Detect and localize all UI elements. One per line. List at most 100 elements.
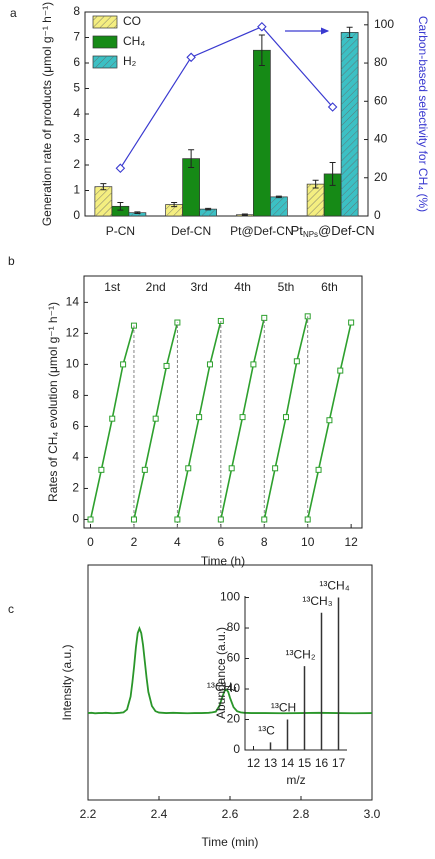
stem-label: ¹³CH [271, 701, 296, 715]
y-axis-title: Generation rate of products (μmol g⁻¹ h⁻… [40, 2, 54, 226]
x-tick-label: 2.8 [293, 807, 310, 821]
y-tick-label: 8 [72, 388, 79, 402]
data-line [87, 625, 373, 715]
panel-label: c [8, 602, 14, 616]
stem-label: ¹³C [258, 724, 275, 738]
data-marker [348, 319, 355, 326]
bar-hatch [199, 209, 217, 216]
selectivity-line [119, 25, 334, 169]
y-tick-label: 80 [227, 620, 241, 634]
x-tick-label: Def-CN [171, 224, 211, 238]
plot-frame [83, 275, 363, 529]
cycle-label: 3rd [190, 280, 207, 294]
data-marker [174, 516, 181, 523]
data-marker [282, 414, 289, 421]
data-marker [250, 361, 257, 368]
x-tick-label: 12 [247, 756, 261, 770]
legend-label: H₂ [123, 54, 137, 68]
legend-hatch [93, 16, 117, 28]
x-tick-label: 2.4 [151, 807, 168, 821]
data-marker [163, 362, 170, 369]
data-marker [315, 466, 322, 473]
stem-label: ¹³CH₄ [319, 579, 349, 593]
y-tick-label: 0 [73, 208, 80, 222]
data-line [89, 325, 135, 520]
data-marker [239, 414, 246, 421]
y-tick-label: 4 [72, 450, 79, 464]
error-bar [258, 34, 265, 67]
bar-hatch [341, 32, 359, 217]
x-tick-label: 14 [281, 756, 295, 770]
x-tick-label: 4 [174, 535, 181, 549]
error-bar [100, 183, 107, 191]
data-marker [293, 358, 300, 365]
legend-hatch [93, 56, 117, 68]
x-tick-label: 2.6 [222, 807, 239, 821]
y-tick-label: 6 [72, 419, 79, 433]
y-tick-label: 20 [227, 712, 241, 726]
data-marker [130, 516, 137, 523]
bar-hatch [165, 204, 183, 216]
x-axis-title: m/z [286, 773, 305, 787]
error-bar [134, 211, 141, 214]
category-part: @Def-CN [318, 223, 375, 238]
data-marker [206, 361, 213, 368]
category-part: Pt [291, 223, 304, 238]
error-bar [205, 207, 212, 211]
x-tick-label: 3.0 [364, 807, 381, 821]
cycle-label: 2nd [146, 280, 166, 294]
x-tick-label: 16 [315, 756, 329, 770]
x-tick-label: 10 [301, 535, 315, 549]
data-line [176, 320, 222, 520]
legend-label: CO [123, 14, 141, 28]
y-tick-label: 10 [66, 357, 80, 371]
selectivity-marker [186, 52, 196, 63]
y-tick-label: 0 [72, 512, 79, 526]
y2-axis-title: Carbon-based selectivity for CH₄ (%) [416, 16, 430, 212]
data-marker [261, 516, 268, 523]
error-bar [346, 26, 353, 38]
data-marker [217, 516, 224, 523]
y-tick-label: 7 [73, 30, 80, 44]
cycle-label: 6th [321, 280, 338, 294]
x-tick-label: PtNPs@Def-CN [291, 223, 375, 239]
panel-label: b [8, 254, 15, 268]
x-tick-label: 8 [261, 535, 268, 549]
peak-annotation: ¹³CH₄ [207, 680, 237, 694]
x-axis-title: Time (min) [202, 835, 259, 849]
x-tick-label: 6 [217, 535, 224, 549]
data-marker [152, 415, 159, 422]
data-marker [304, 516, 311, 523]
y-tick-label: 12 [66, 326, 80, 340]
data-marker [141, 466, 148, 473]
data-marker [196, 414, 203, 421]
cycle-label: 5th [278, 280, 295, 294]
x-axis-title: Time (h) [201, 554, 245, 568]
y-tick-label: 0 [374, 208, 381, 222]
data-marker [228, 465, 235, 472]
x-tick-label: 13 [264, 756, 278, 770]
selectivity-marker [327, 102, 338, 112]
y-tick-label: 8 [73, 4, 80, 18]
category-part: NPs [303, 230, 318, 239]
x-tick-label: 12 [344, 535, 358, 549]
error-bar [117, 201, 124, 211]
y-tick-label: 2 [73, 157, 80, 171]
error-bar [188, 149, 195, 169]
y-axis-title: Rates of CH₄ evolution (μmol g⁻¹ h⁻¹) [46, 302, 60, 502]
bar-hatch [94, 186, 112, 216]
data-marker [326, 417, 333, 424]
data-marker [272, 465, 279, 472]
y-tick-label: 0 [233, 742, 240, 756]
y-tick-label: 3 [73, 132, 80, 146]
data-marker [337, 367, 344, 374]
cycle-label: 4th [234, 280, 251, 294]
legend-swatch [92, 35, 118, 49]
data-marker [109, 415, 116, 422]
x-tick-label: 2 [131, 535, 138, 549]
x-tick-label: 15 [298, 756, 312, 770]
x-tick-label: 17 [332, 756, 346, 770]
data-marker [98, 466, 105, 473]
stem-label: ¹³CH₂ [286, 647, 316, 661]
